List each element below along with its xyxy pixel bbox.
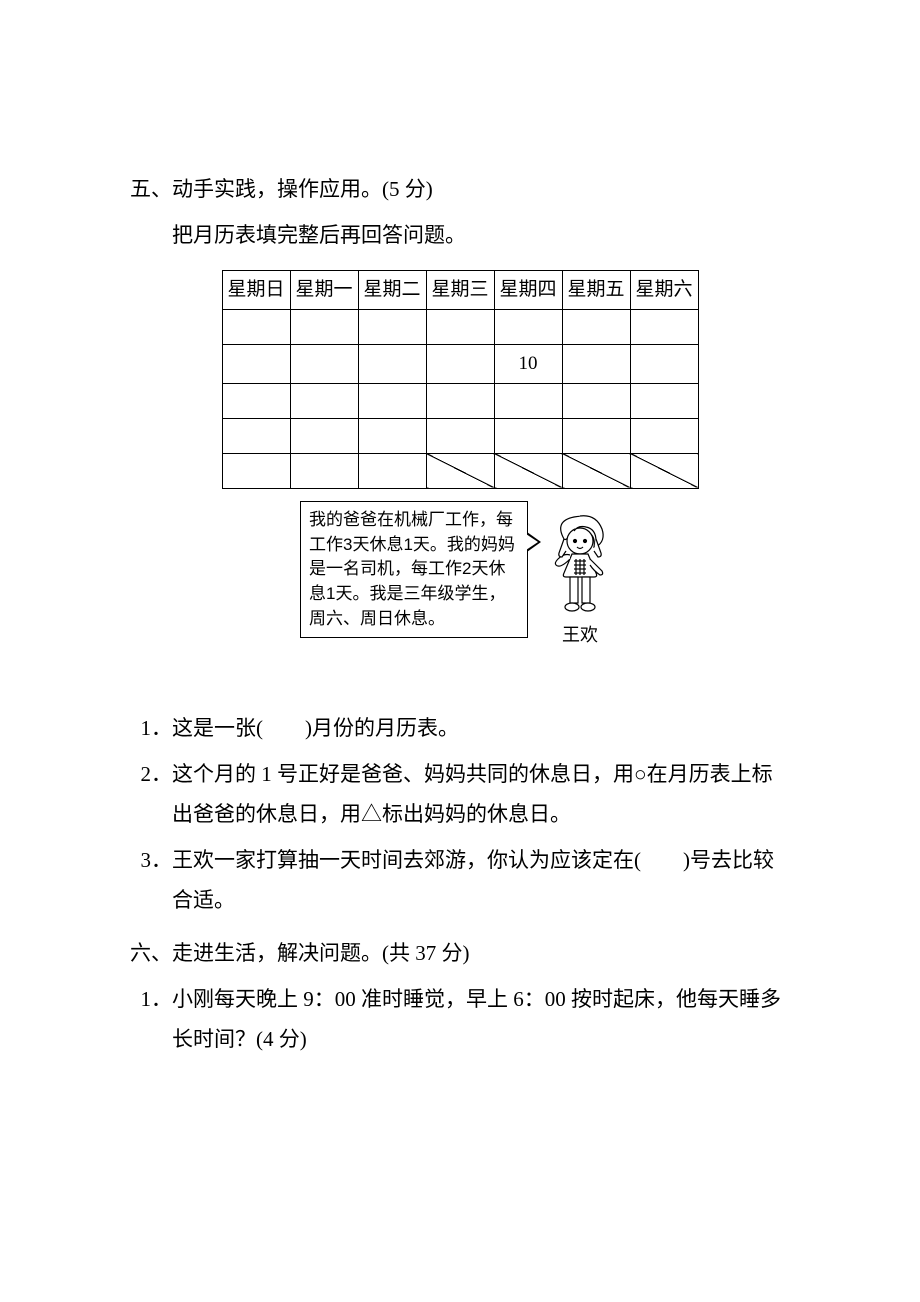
page: 五、动手实践，操作应用。(5 分) 把月历表填完整后再回答问题。 星期日星期一星… bbox=[0, 0, 920, 1126]
q5-1: 1．这是一张( )月份的月历表。 bbox=[130, 709, 790, 749]
calendar-cell bbox=[358, 418, 426, 453]
calendar-cell bbox=[630, 453, 698, 488]
calendar-cell bbox=[426, 344, 494, 383]
calendar-cell bbox=[290, 453, 358, 488]
calendar-cell bbox=[358, 453, 426, 488]
calendar-cell bbox=[562, 418, 630, 453]
calendar-cell bbox=[494, 418, 562, 453]
calendar-cell bbox=[358, 383, 426, 418]
calendar-cell bbox=[222, 453, 290, 488]
section-5-heading: 五、动手实践，操作应用。(5 分) bbox=[130, 170, 790, 210]
calendar-header-cell: 星期四 bbox=[494, 270, 562, 309]
speech-figure: 我的爸爸在机械厂工作，每工作3天休息1天。我的妈妈是一名司机，每工作2天休息1天… bbox=[300, 501, 620, 691]
calendar-header-cell: 星期一 bbox=[290, 270, 358, 309]
calendar-cell bbox=[426, 309, 494, 344]
calendar-row bbox=[222, 309, 698, 344]
calendar-cell bbox=[630, 344, 698, 383]
calendar-cell bbox=[290, 418, 358, 453]
calendar-cell bbox=[630, 309, 698, 344]
calendar-cell bbox=[290, 309, 358, 344]
q5-3: 3．王欢一家打算抽一天时间去郊游，你认为应该定在( )号去比较合适。 bbox=[130, 841, 790, 921]
calendar-cell bbox=[426, 418, 494, 453]
calendar-cell bbox=[426, 383, 494, 418]
q6-1: 1．小刚每天晚上 9：00 准时睡觉，早上 6：00 按时起床，他每天睡多长时间… bbox=[130, 980, 790, 1060]
calendar-row: 10 bbox=[222, 344, 698, 383]
calendar-header-cell: 星期五 bbox=[562, 270, 630, 309]
calendar-header-cell: 星期三 bbox=[426, 270, 494, 309]
calendar-cell bbox=[426, 453, 494, 488]
calendar-cell bbox=[494, 453, 562, 488]
calendar-header-cell: 星期日 bbox=[222, 270, 290, 309]
calendar-cell bbox=[290, 344, 358, 383]
speech-bubble: 我的爸爸在机械厂工作，每工作3天休息1天。我的妈妈是一名司机，每工作2天休息1天… bbox=[300, 501, 528, 638]
calendar-table: 星期日星期一星期二星期三星期四星期五星期六 10 bbox=[222, 270, 699, 489]
calendar-cell bbox=[494, 383, 562, 418]
calendar-cell bbox=[630, 418, 698, 453]
calendar-row bbox=[222, 453, 698, 488]
calendar-cell bbox=[630, 383, 698, 418]
calendar-cell bbox=[494, 309, 562, 344]
calendar-header-cell: 星期二 bbox=[358, 270, 426, 309]
calendar-row bbox=[222, 418, 698, 453]
calendar-cell bbox=[222, 383, 290, 418]
calendar-header-cell: 星期六 bbox=[630, 270, 698, 309]
calendar-row bbox=[222, 383, 698, 418]
calendar-cell bbox=[222, 344, 290, 383]
calendar-cell bbox=[358, 309, 426, 344]
calendar-cell bbox=[562, 344, 630, 383]
q5-2: 2．这个月的 1 号正好是爸爸、妈妈共同的休息日，用○在月历表上标出爸爸的休息日… bbox=[130, 755, 790, 835]
calendar-cell bbox=[222, 309, 290, 344]
calendar-cell: 10 bbox=[494, 344, 562, 383]
calendar-cell bbox=[358, 344, 426, 383]
calendar-cell bbox=[290, 383, 358, 418]
calendar-cell bbox=[562, 453, 630, 488]
section-6-heading: 六、走进生活，解决问题。(共 37 分) bbox=[130, 934, 790, 974]
calendar-cell bbox=[562, 383, 630, 418]
girl-figure: 王欢 bbox=[540, 511, 620, 652]
calendar-cell bbox=[222, 418, 290, 453]
girl-icon bbox=[544, 511, 616, 616]
calendar-header-row: 星期日星期一星期二星期三星期四星期五星期六 bbox=[222, 270, 698, 309]
section-5-instruction: 把月历表填完整后再回答问题。 bbox=[130, 216, 790, 256]
calendar-cell bbox=[562, 309, 630, 344]
girl-name-label: 王欢 bbox=[540, 618, 620, 652]
